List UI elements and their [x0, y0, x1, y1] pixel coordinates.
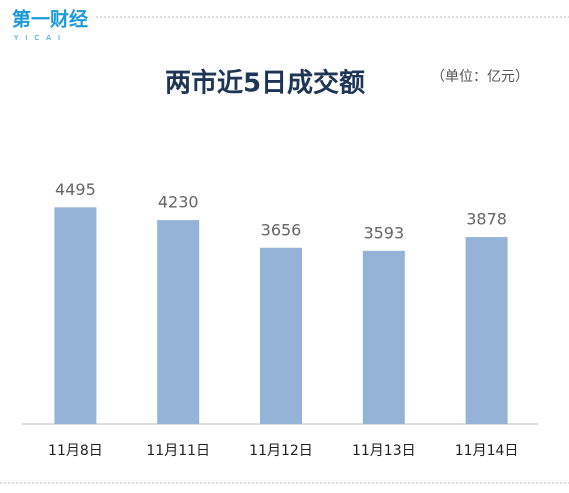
bar: [362, 250, 405, 424]
x-tick-label: 11月14日: [455, 443, 519, 459]
value-label: 4230: [158, 193, 199, 212]
unit-label: （单位：亿元）: [431, 69, 529, 85]
x-tick-label: 11月12日: [249, 443, 313, 459]
bar: [260, 247, 302, 424]
logo: 第一财经: [12, 8, 88, 31]
bar: [54, 207, 97, 424]
logo-sub: YICAI: [13, 34, 67, 42]
value-label: 4495: [55, 180, 96, 199]
x-tick-label: 11月11日: [146, 443, 210, 459]
value-label: 3593: [363, 223, 404, 242]
bar: [465, 237, 508, 424]
value-label: 3656: [261, 220, 302, 239]
x-tick-label: 11月8日: [48, 443, 103, 459]
chart-title: 两市近5日成交额: [165, 68, 365, 99]
bar: [157, 220, 200, 424]
x-tick-label: 11月13日: [352, 443, 416, 459]
value-label: 3878: [466, 210, 507, 229]
